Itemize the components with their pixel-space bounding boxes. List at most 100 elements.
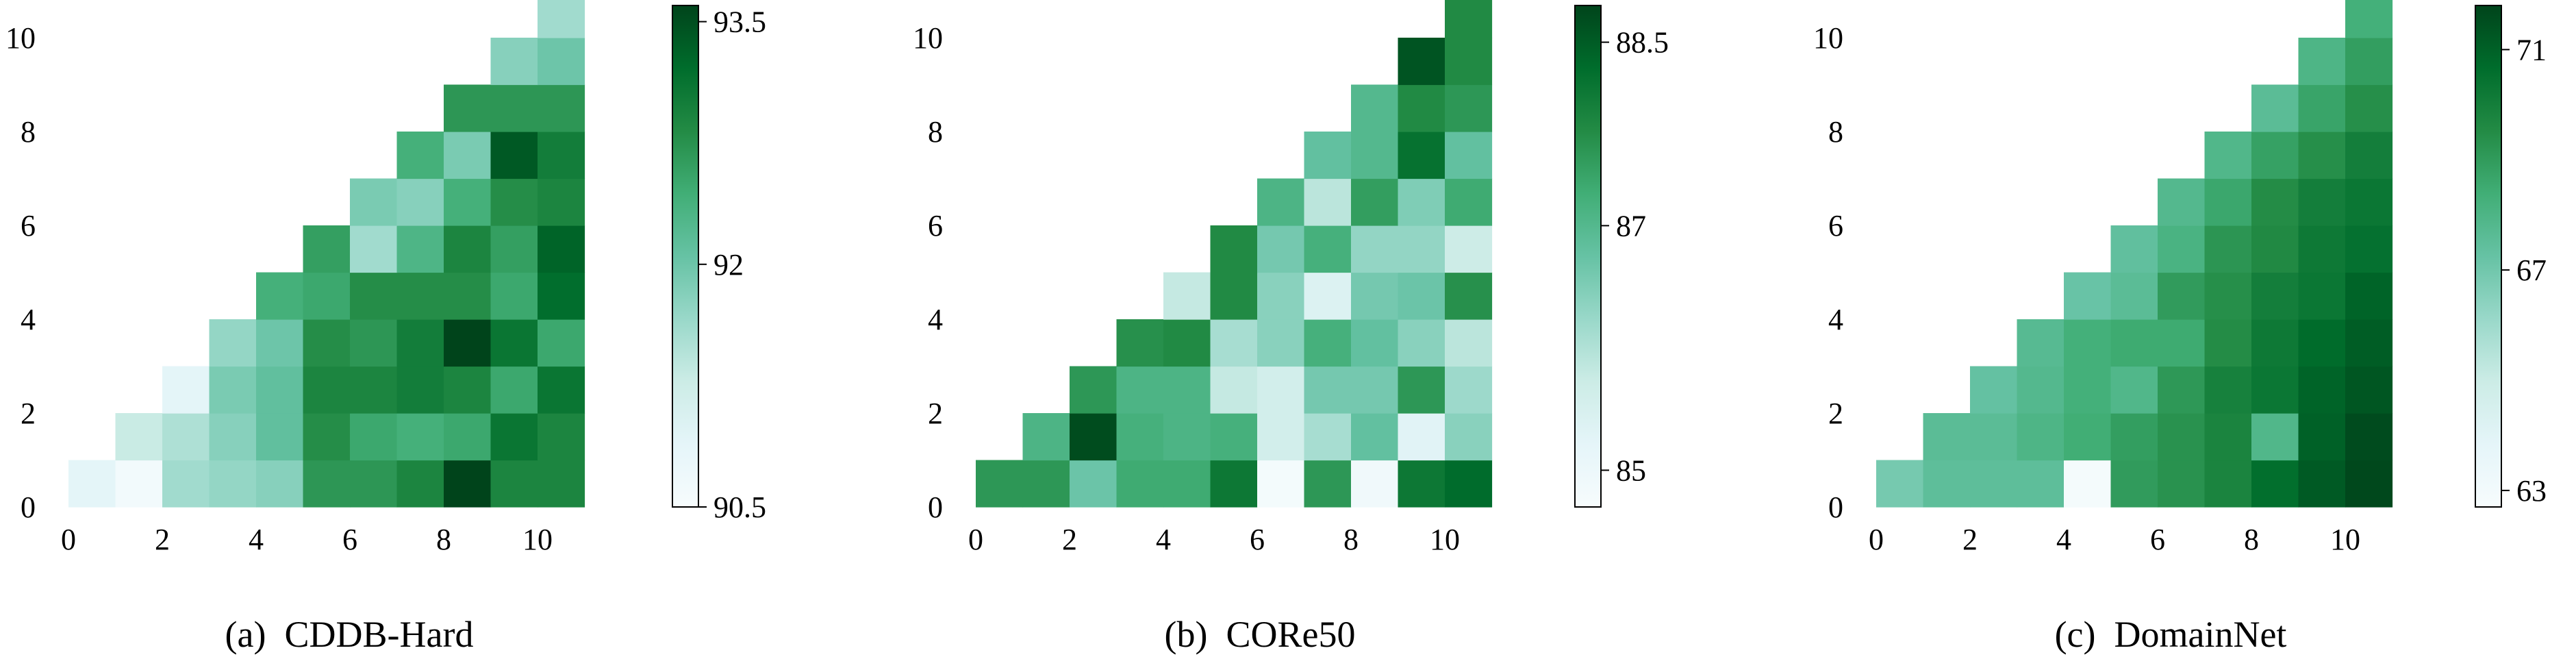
- heatmap-cell: [1210, 272, 1258, 320]
- x-tick-label: 4: [1156, 523, 1171, 556]
- y-tick-label: 0: [21, 491, 36, 524]
- heatmap-cell: [1351, 272, 1399, 320]
- heatmap-cell: [2251, 84, 2299, 132]
- heatmap-cell: [2298, 84, 2346, 132]
- y-tick-label: 2: [1828, 397, 1843, 430]
- heatmap-cell: [2204, 413, 2252, 461]
- heatmap-cell: [444, 272, 492, 320]
- caption-cddb-hard: (a) CDDB-Hard: [225, 614, 474, 655]
- heatmap-cell: [1445, 319, 1493, 367]
- heatmap-cell: [444, 225, 492, 273]
- heatmap-cell: [2298, 38, 2346, 86]
- heatmap-cell: [1116, 460, 1164, 508]
- heatmap-cell: [1445, 38, 1493, 86]
- heatmap-cell: [1398, 272, 1445, 320]
- heatmap-cell: [1304, 178, 1352, 226]
- y-tick-label: 4: [928, 303, 943, 336]
- heatmap-cell: [1070, 460, 1117, 508]
- caption-core50: (b) CORe50: [1164, 614, 1356, 655]
- heatmap-cell: [2064, 272, 2112, 320]
- heatmap-cell: [1210, 366, 1258, 414]
- heatmap-cell: [303, 413, 351, 461]
- heatmap-cell: [1163, 460, 1211, 508]
- heatmap-cell: [256, 413, 304, 461]
- colorbar-cddb-hard: [672, 5, 699, 508]
- heatmap-cell: [2251, 178, 2299, 226]
- heatmap-cell: [396, 366, 444, 414]
- heatmap-cell: [1210, 413, 1258, 461]
- heatmap-cell: [1445, 272, 1493, 320]
- heatmap-cell: [1304, 225, 1352, 273]
- x-tick-label: 4: [249, 523, 264, 556]
- heatmap-cell: [1257, 460, 1305, 508]
- heatmap-cell: [1398, 38, 1445, 86]
- heatmap-cell: [350, 225, 398, 273]
- heatmap-cell: [1923, 460, 1971, 508]
- heatmap-cell: [256, 319, 304, 367]
- heatmap-cell: [444, 178, 492, 226]
- heatmap-cell: [1445, 225, 1493, 273]
- heatmap-cell: [350, 413, 398, 461]
- heatmap-cell: [2017, 460, 2064, 508]
- y-tick-label: 6: [21, 209, 36, 243]
- heatmap-cell: [2251, 319, 2299, 367]
- heatmap-cell: [538, 366, 585, 414]
- heatmap-cell: [1116, 366, 1164, 414]
- heatmap-cell: [2110, 366, 2158, 414]
- heatmap-cell: [2158, 178, 2206, 226]
- heatmap-cell: [1163, 413, 1211, 461]
- x-tick-label: 2: [155, 523, 170, 556]
- heatmap-cell: [490, 178, 538, 226]
- heatmap-cell: [2251, 413, 2299, 461]
- heatmap-cell: [2298, 413, 2346, 461]
- x-tick-label: 4: [2056, 523, 2071, 556]
- heatmap-cell: [538, 413, 585, 461]
- x-tick-label: 10: [522, 523, 553, 556]
- heatmap-cell: [1351, 413, 1399, 461]
- heatmap-cell: [1445, 366, 1493, 414]
- heatmap-cell: [2251, 272, 2299, 320]
- y-tick-label: 10: [5, 21, 36, 55]
- heatmap-cell: [2345, 272, 2393, 320]
- heatmap-cell: [444, 84, 492, 132]
- heatmap-cell: [1398, 319, 1445, 367]
- heatmap-cell: [1876, 460, 1924, 508]
- heatmap-cell: [1398, 84, 1445, 132]
- heatmap-cell: [2251, 366, 2299, 414]
- heatmap-cell: [1398, 225, 1445, 273]
- heatmap-panel-core50: 0 2 4 6 8 10 0 2 4 6 8 10 88.5 87 85: [913, 0, 1669, 556]
- y-tick-label: 4: [1828, 303, 1843, 336]
- heatmap-cell: [1445, 178, 1493, 226]
- heatmap-cell: [1257, 366, 1305, 414]
- heatmap-cell: [2110, 413, 2158, 461]
- x-tick-label: 8: [436, 523, 451, 556]
- heatmap-cell: [209, 366, 257, 414]
- heatmap-cell: [396, 413, 444, 461]
- heatmap-cell: [1351, 225, 1399, 273]
- heatmap-cell: [1257, 413, 1305, 461]
- y-tick-label: 0: [928, 491, 943, 524]
- heatmap-cell: [2110, 319, 2158, 367]
- colorbar-tick-label: 92: [714, 248, 744, 282]
- colorbar-tick-label: 90.5: [714, 491, 766, 524]
- colorbar-domainnet: [2475, 5, 2502, 508]
- x-tick-label: 2: [1062, 523, 1077, 556]
- y-tick-label: 0: [1828, 491, 1843, 524]
- heatmap-cell: [1970, 413, 2018, 461]
- heatmap-cell: [2204, 132, 2252, 179]
- heatmap-cell: [1257, 319, 1305, 367]
- heatmap-cell: [2110, 272, 2158, 320]
- heatmap-cell: [2345, 84, 2393, 132]
- y-tick-label: 10: [1813, 21, 1843, 55]
- heatmap-cell: [396, 272, 444, 320]
- heatmap-cell: [209, 319, 257, 367]
- heatmap-cell: [2298, 272, 2346, 320]
- colorbar-tick-label: 87: [1616, 209, 1646, 243]
- heatmap-cell: [1351, 84, 1399, 132]
- heatmap-cell: [396, 460, 444, 508]
- heatmap-cell: [490, 38, 538, 86]
- heatmap-cell: [396, 178, 444, 226]
- heatmap-cell: [1210, 460, 1258, 508]
- x-tick-label: 8: [1343, 523, 1359, 556]
- heatmap-cell: [115, 413, 163, 461]
